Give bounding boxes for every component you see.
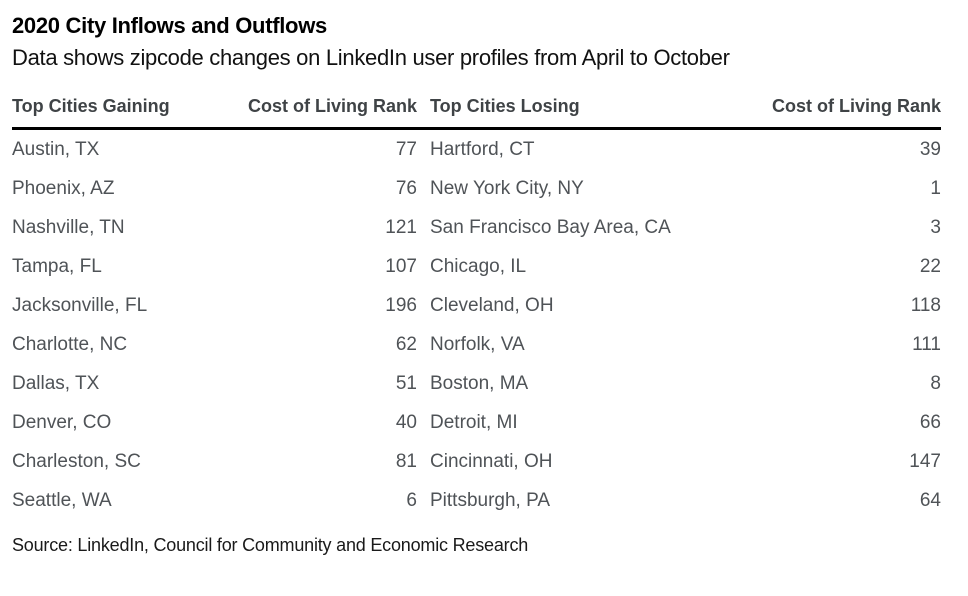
losing-city-cell: New York City, NY xyxy=(430,177,584,199)
column-header-top-cities-gaining: Top Cities Gaining xyxy=(12,96,218,130)
table-row: Charleston, SC 81 Cincinnati, OH 147 xyxy=(12,442,941,481)
table-row: Austin, TX 77 Hartford, CT 39 xyxy=(12,129,941,170)
table-row: Seattle, WA 6 Pittsburgh, PA 64 xyxy=(12,481,941,520)
chart-title: 2020 City Inflows and Outflows xyxy=(12,13,327,38)
chart-subtitle: Data shows zipcode changes on LinkedIn u… xyxy=(12,44,730,70)
gaining-rank-cell: 81 xyxy=(395,450,417,472)
gaining-rank-cell: 77 xyxy=(395,138,417,160)
table-row: Dallas, TX 51 Boston, MA 8 xyxy=(12,364,941,403)
gaining-city-cell: Phoenix, AZ xyxy=(12,177,115,199)
losing-city-cell: Hartford, CT xyxy=(430,138,535,160)
gaining-city-cell: Dallas, TX xyxy=(12,372,100,394)
gaining-city-cell: Denver, CO xyxy=(12,411,112,433)
gaining-city-cell: Tampa, FL xyxy=(12,255,102,277)
losing-city-cell: San Francisco Bay Area, CA xyxy=(430,216,671,238)
gaining-city-cell: Nashville, TN xyxy=(12,216,125,238)
gaining-city-cell: Charleston, SC xyxy=(12,450,141,472)
gaining-rank-cell: 121 xyxy=(385,216,417,238)
column-header-cost-of-living-rank-gaining: Cost of Living Rank xyxy=(218,96,417,130)
source-note: Source: LinkedIn, Council for Community … xyxy=(12,535,529,555)
table-row: Phoenix, AZ 76 New York City, NY 1 xyxy=(12,169,941,208)
table-row: Denver, CO 40 Detroit, MI 66 xyxy=(12,403,941,442)
losing-rank-cell: 147 xyxy=(909,450,941,472)
table-row: Charlotte, NC 62 Norfolk, VA 111 xyxy=(12,325,941,364)
gaining-city-cell: Jacksonville, FL xyxy=(12,294,148,316)
table-row: Nashville, TN 121 San Francisco Bay Area… xyxy=(12,208,941,247)
gaining-rank-cell: 62 xyxy=(395,333,417,355)
losing-rank-cell: 66 xyxy=(919,411,941,433)
losing-city-cell: Cincinnati, OH xyxy=(430,450,553,472)
city-flows-table: Top Cities Gaining Cost of Living Rank T… xyxy=(12,96,941,520)
gaining-city-cell: Seattle, WA xyxy=(12,489,112,511)
gaining-city-cell: Austin, TX xyxy=(12,138,100,160)
table-row: Tampa, FL 107 Chicago, IL 22 xyxy=(12,247,941,286)
losing-rank-cell: 39 xyxy=(919,138,941,160)
losing-rank-cell: 22 xyxy=(919,255,941,277)
losing-rank-cell: 111 xyxy=(912,333,941,355)
table-row: Jacksonville, FL 196 Cleveland, OH 118 xyxy=(12,286,941,325)
gaining-rank-cell: 6 xyxy=(406,489,417,511)
gaining-rank-cell: 196 xyxy=(385,294,417,316)
column-header-top-cities-losing: Top Cities Losing xyxy=(417,96,718,130)
losing-city-cell: Norfolk, VA xyxy=(430,333,525,355)
losing-city-cell: Cleveland, OH xyxy=(430,294,554,316)
losing-city-cell: Boston, MA xyxy=(430,372,529,394)
gaining-rank-cell: 51 xyxy=(395,372,417,394)
gaining-rank-cell: 76 xyxy=(395,177,417,199)
gaining-rank-cell: 107 xyxy=(385,255,417,277)
column-header-cost-of-living-rank-losing: Cost of Living Rank xyxy=(718,96,941,130)
losing-city-cell: Detroit, MI xyxy=(430,411,518,433)
table-header-row: Top Cities Gaining Cost of Living Rank T… xyxy=(12,96,941,130)
gaining-rank-cell: 40 xyxy=(395,411,417,433)
losing-rank-cell: 8 xyxy=(930,372,941,394)
losing-rank-cell: 3 xyxy=(930,216,941,238)
losing-rank-cell: 118 xyxy=(910,294,941,316)
losing-rank-cell: 64 xyxy=(919,489,941,511)
losing-city-cell: Chicago, IL xyxy=(430,255,527,277)
gaining-city-cell: Charlotte, NC xyxy=(12,333,128,355)
losing-city-cell: Pittsburgh, PA xyxy=(430,489,551,511)
losing-rank-cell: 1 xyxy=(930,177,941,199)
